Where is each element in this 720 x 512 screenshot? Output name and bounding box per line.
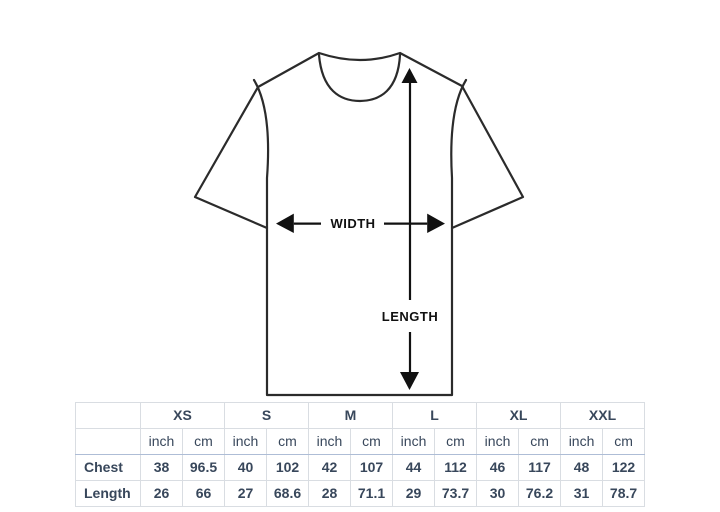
svg-text:LENGTH: LENGTH — [382, 309, 438, 324]
svg-text:WIDTH: WIDTH — [330, 216, 375, 231]
